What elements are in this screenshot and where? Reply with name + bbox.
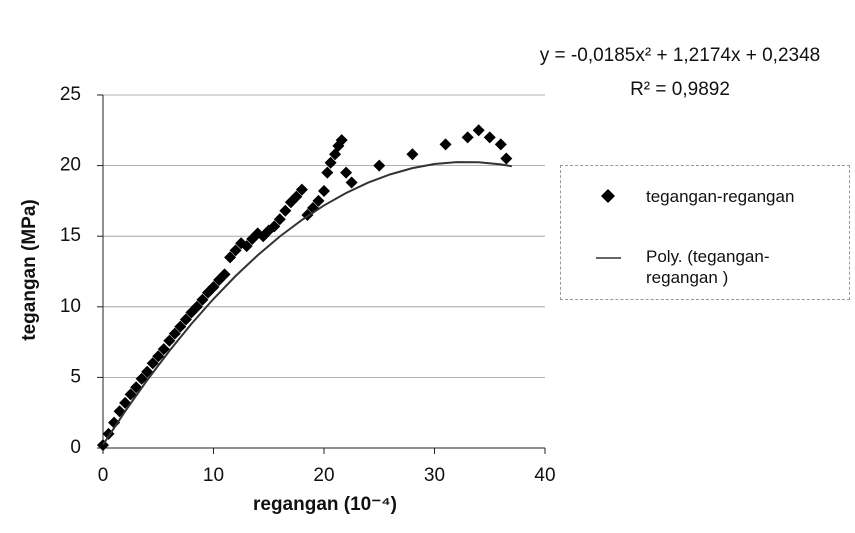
point [340,166,353,179]
point [472,124,485,137]
x-tick-label: 30 [424,465,445,486]
point [168,327,181,340]
legend: tegangan-regangan Poly. (tegangan-regang… [560,165,850,300]
x-axis-label: regangan (10⁻⁴) [253,494,397,515]
point [240,240,253,253]
point [179,313,192,326]
r-squared: R² = 0,9892 [630,79,730,100]
point [163,334,176,347]
x-tick-label: 0 [98,465,109,486]
point [500,152,513,165]
point [324,156,337,169]
point [312,194,325,207]
point [196,293,209,306]
point [146,357,159,370]
point [461,131,474,144]
point [97,439,109,452]
point [218,268,231,281]
point [224,251,237,264]
point [135,372,148,385]
point [279,204,292,217]
point [373,159,386,172]
point [229,244,242,257]
point [295,183,308,196]
point [439,138,452,151]
point [494,138,507,151]
y-axis-label: tegangan (MPa) [19,199,40,340]
point [174,320,187,333]
legend-label: tegangan-regangan [646,187,795,206]
y-tick-label: 15 [60,225,81,246]
point [157,343,170,356]
y-tick-label: 20 [60,155,81,176]
legend-marker [601,189,615,203]
y-tick-label: 0 [70,437,81,458]
point [273,213,286,226]
point [119,396,132,409]
point [108,416,121,429]
point [335,134,348,147]
x-tick-label: 20 [313,465,334,486]
legend-keys [596,189,621,259]
point [483,131,496,144]
point [321,166,334,179]
point [406,148,419,161]
y-tick-label: 5 [70,366,81,387]
y-tick-label: 25 [60,84,81,105]
point [268,220,281,233]
x-tick-label: 40 [534,465,555,486]
point [207,281,220,294]
trendline [102,161,513,446]
x-tick-label: 10 [203,465,224,486]
point [152,350,165,363]
point [318,185,330,198]
point [190,300,203,313]
legend-label: Poly. (tegangan-regangan ) [646,247,770,287]
equation: y = -0,0185x² + 1,2174x + 0,2348 [540,45,820,66]
point [290,190,303,203]
point [345,176,358,189]
y-tick-label: 10 [60,296,81,317]
point [124,388,137,401]
